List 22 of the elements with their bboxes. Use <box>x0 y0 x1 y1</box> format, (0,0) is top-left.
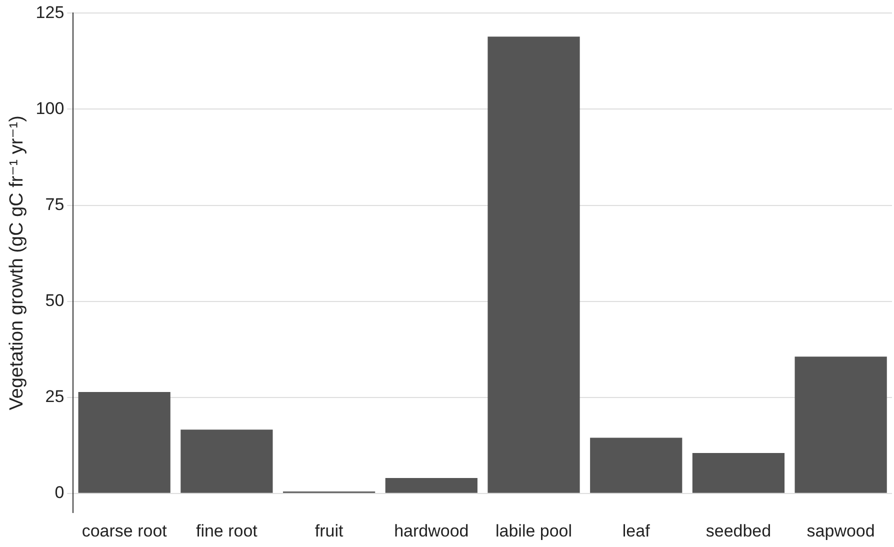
y-tick-label: 50 <box>45 291 64 310</box>
x-tick-label: fine root <box>196 521 258 540</box>
y-tick-label: 25 <box>45 387 64 406</box>
bar <box>488 36 580 493</box>
y-tick-label: 100 <box>36 98 64 118</box>
bar <box>692 453 785 493</box>
y-tick-label: 0 <box>54 483 64 502</box>
x-tick-label: hardwood <box>394 521 469 540</box>
y-tick-label: 125 <box>36 2 64 22</box>
bar <box>385 478 478 493</box>
y-axis-title: Vegetation growth (gC gC fr⁻¹ yr⁻¹) <box>6 116 28 410</box>
x-tick-label: coarse root <box>82 521 168 540</box>
x-tick-label: seedbed <box>706 521 772 540</box>
x-tick-label: leaf <box>622 521 650 540</box>
x-tick-label: sapwood <box>806 521 875 540</box>
bar <box>180 430 273 493</box>
x-tick-label: fruit <box>314 521 344 540</box>
bar <box>590 438 682 493</box>
x-tick-label: labile pool <box>495 521 572 540</box>
y-tick-label: 75 <box>45 194 64 214</box>
bar <box>78 392 170 493</box>
bar <box>794 356 887 493</box>
